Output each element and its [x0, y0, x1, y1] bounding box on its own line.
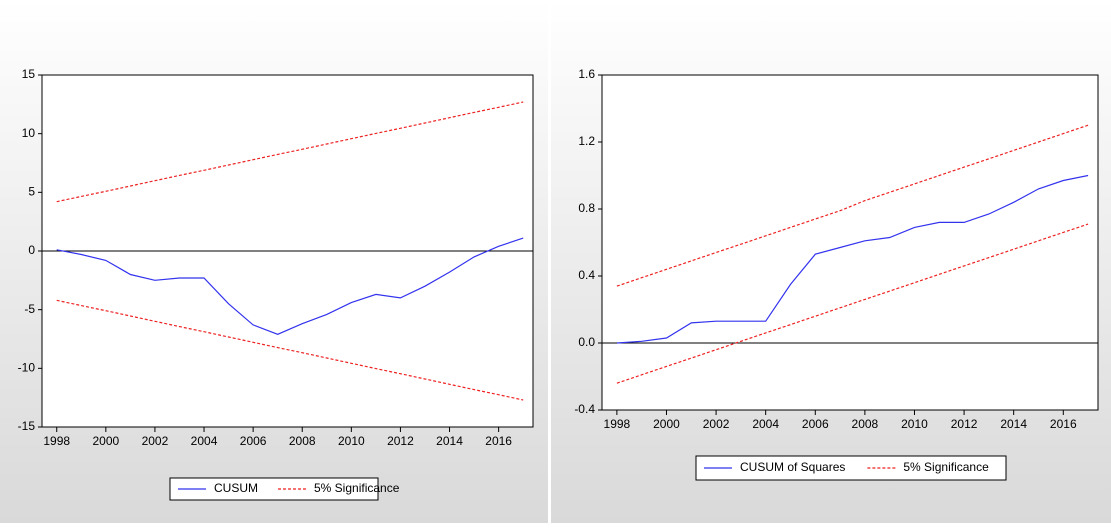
legend-label: 5% Significance — [903, 460, 989, 474]
legend-label: CUSUM — [214, 481, 258, 495]
x-tick-label: 2002 — [142, 434, 169, 448]
y-tick-label: 10 — [22, 126, 36, 140]
legend-label: CUSUM of Squares — [740, 460, 845, 474]
y-tick-label: 0 — [28, 243, 35, 257]
x-tick-label: 1998 — [604, 417, 631, 431]
series-line — [56, 237, 524, 335]
legend — [169, 477, 379, 501]
series-line — [56, 101, 524, 203]
series-line — [616, 174, 1089, 344]
y-tick-label: 0.8 — [578, 201, 595, 215]
x-tick-label: 2004 — [191, 434, 218, 448]
y-tick-label: 0.4 — [578, 268, 595, 282]
x-tick-label: 2008 — [289, 434, 316, 448]
series-line — [616, 124, 1089, 287]
x-tick-label: 2000 — [653, 417, 680, 431]
series-line — [56, 299, 524, 401]
x-tick-label: 2012 — [387, 434, 414, 448]
x-tick-label: 2012 — [951, 417, 978, 431]
plot-area — [601, 74, 1099, 411]
x-tick-label: 2010 — [901, 417, 928, 431]
x-tick-label: 2008 — [852, 417, 879, 431]
x-tick-label: 2016 — [1050, 417, 1077, 431]
x-tick-label: 2004 — [752, 417, 779, 431]
y-tick-label: 1.6 — [578, 67, 595, 81]
x-tick-label: 1998 — [43, 434, 70, 448]
legend-label: 5% Significance — [314, 481, 400, 495]
x-tick-label: 2002 — [703, 417, 730, 431]
x-tick-label: 2014 — [436, 434, 463, 448]
y-tick-label: 15 — [22, 67, 36, 81]
y-tick-label: -15 — [18, 419, 36, 433]
y-tick-label: 0.0 — [578, 335, 595, 349]
x-tick-label: 2010 — [338, 434, 365, 448]
x-tick-label: 2000 — [92, 434, 119, 448]
x-tick-label: 2006 — [240, 434, 267, 448]
y-tick-label: 5 — [28, 185, 35, 199]
y-tick-label: -5 — [24, 302, 35, 316]
y-tick-label: 1.2 — [578, 134, 595, 148]
x-tick-label: 2006 — [802, 417, 829, 431]
y-tick-label: -10 — [18, 361, 36, 375]
y-tick-label: -0.4 — [574, 402, 595, 416]
legend — [695, 455, 1007, 481]
series-line — [616, 223, 1089, 384]
x-tick-label: 2014 — [1000, 417, 1027, 431]
x-tick-label: 2016 — [485, 434, 512, 448]
